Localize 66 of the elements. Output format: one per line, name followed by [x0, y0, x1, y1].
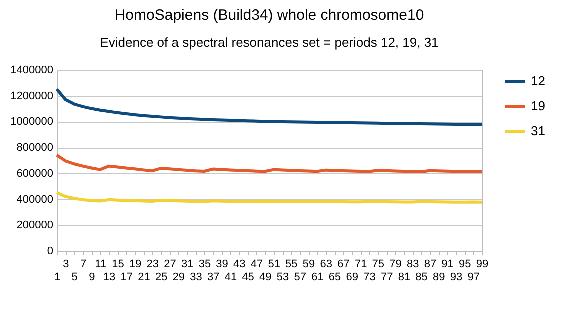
x-tick-label: 43	[234, 258, 246, 270]
y-tick-label: 600000	[16, 168, 54, 180]
x-tick-label: 57	[294, 272, 306, 284]
x-tick-label: 5	[72, 272, 78, 284]
x-tick-label: 63	[320, 258, 333, 270]
x-tick-label: 95	[459, 258, 472, 270]
x-tick-label: 13	[103, 272, 116, 284]
x-tick-label: 27	[164, 258, 176, 270]
y-tick-label: 1400000	[10, 64, 54, 76]
x-tick-label: 51	[268, 258, 280, 270]
x-tick-label: 9	[89, 272, 96, 284]
x-tick-label: 31	[181, 258, 194, 270]
x-tick-label: 45	[242, 272, 254, 284]
line-series	[56, 191, 484, 204]
x-tick-label: 19	[129, 258, 142, 270]
x-tick-label: 85	[416, 272, 428, 284]
x-tick-label: 65	[328, 272, 342, 284]
x-tick-label: 81	[398, 272, 411, 284]
x-tick-label: 77	[380, 272, 394, 284]
x-tick-label: 99	[476, 258, 489, 270]
x-tick-label: 17	[120, 272, 134, 284]
x-tick-label: 97	[468, 272, 480, 284]
x-tick-label: 21	[138, 272, 150, 284]
x-tick-label: 61	[312, 272, 324, 284]
x-tick-label: 41	[224, 272, 238, 284]
x-tick-label: 23	[146, 258, 160, 270]
x-tick-label: 15	[112, 258, 124, 270]
x-tick-label: 67	[338, 258, 350, 270]
x-tick-label: 59	[302, 258, 316, 270]
y-tick-label: 400000	[16, 194, 54, 206]
x-tick-label: 53	[276, 272, 290, 284]
line-series	[56, 88, 484, 126]
x-tick-label: 33	[190, 272, 202, 284]
x-tick-label: 11	[95, 258, 107, 270]
x-tick-label: 75	[372, 258, 385, 270]
x-tick-label: 73	[364, 272, 376, 284]
chart-title: HomoSapiens (Build34) whole chromosome10	[114, 7, 424, 24]
x-tick-label: 3	[63, 258, 70, 270]
x-tick-label: 47	[250, 258, 264, 270]
x-tick-label: 37	[207, 272, 220, 284]
x-tick-label: 87	[424, 258, 437, 270]
x-tick-label: 91	[442, 258, 454, 270]
x-tick-label: 71	[354, 258, 368, 270]
x-tick-label: 79	[390, 258, 402, 270]
x-tick-label: 29	[172, 272, 186, 284]
y-tick-label: 1200000	[10, 90, 54, 102]
y-tick-label: 0	[47, 246, 54, 258]
legend-label: 19	[531, 98, 546, 114]
x-tick-label: 55	[286, 258, 298, 270]
legend-label: 12	[531, 74, 546, 88]
x-tick-label: 93	[450, 272, 463, 284]
x-tick-label: 35	[198, 258, 212, 270]
x-tick-label: 69	[346, 272, 359, 284]
legend-label: 31	[531, 124, 546, 138]
y-tick-label: 1000000	[10, 116, 54, 128]
x-tick-label: 7	[80, 258, 87, 270]
x-tick-label: 89	[433, 272, 446, 284]
x-tick-label: 25	[155, 272, 168, 284]
x-tick-label: 49	[260, 272, 272, 284]
chart-subtitle: Evidence of a spectral resonances set = periods 12, 19, 31	[100, 35, 439, 50]
x-tick-label: 83	[406, 258, 420, 270]
x-tick-label: 1	[54, 272, 61, 284]
y-tick-label: 800000	[16, 142, 54, 154]
y-tick-label: 200000	[16, 220, 54, 232]
line-series	[56, 154, 484, 174]
x-tick-label: 39	[216, 258, 228, 270]
